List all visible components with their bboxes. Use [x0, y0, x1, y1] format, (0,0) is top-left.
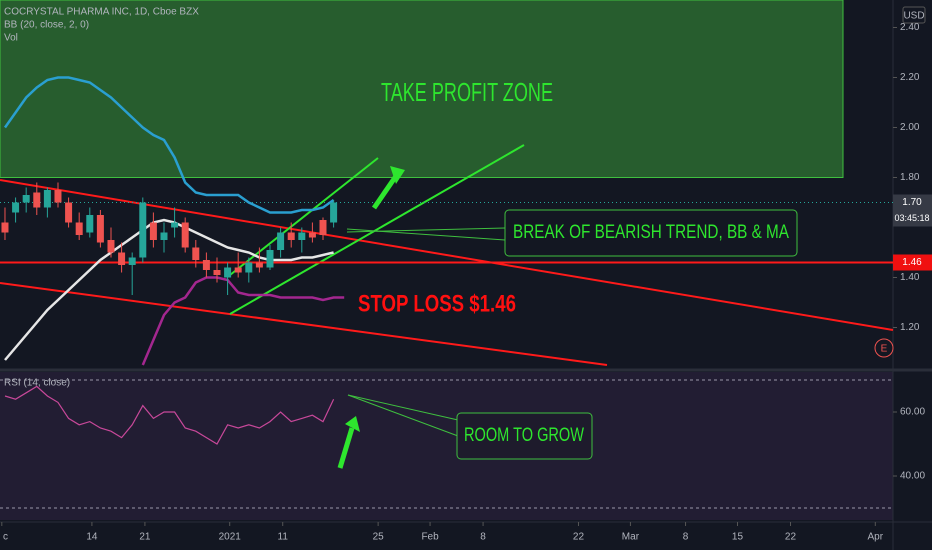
trend-line	[0, 179, 894, 331]
arrow-head	[390, 166, 405, 184]
y-tick-label: 1.80	[900, 172, 920, 183]
candle-body	[181, 222, 189, 248]
callout-box	[456, 412, 593, 460]
x-tick-label: 8	[683, 532, 689, 543]
stop-loss-label: 1.46	[902, 257, 922, 268]
x-tick-label: c	[3, 532, 8, 543]
x-tick-label: 11	[278, 532, 289, 543]
candle-body	[245, 262, 253, 273]
y-tick-label: 2.40	[900, 22, 920, 33]
candle-body	[308, 232, 316, 238]
candle-body	[234, 267, 242, 273]
bollinger-line	[3, 76, 335, 214]
candle-body	[118, 252, 126, 265]
annotation: ROOM TO GROW	[464, 425, 584, 446]
candle-body	[160, 232, 168, 240]
y-tick-label: 2.00	[900, 122, 920, 133]
legend-indicator: BB (20, close, 2, 0)	[4, 20, 89, 31]
candle-body	[330, 202, 338, 223]
candle-body	[139, 202, 147, 258]
currency-box	[902, 6, 926, 24]
callout-line	[346, 227, 506, 233]
candle-body	[43, 190, 51, 208]
marks	[1, 76, 345, 445]
countdown-box	[893, 210, 932, 227]
x-tick-label: 22	[573, 532, 585, 543]
candle-body	[277, 232, 285, 250]
trend-line	[0, 282, 608, 366]
stop-loss-label-box	[893, 254, 932, 271]
x-tick-label: 21	[139, 532, 151, 543]
candle-body	[54, 190, 62, 203]
annotation: TAKE PROFIT ZONE	[381, 77, 553, 107]
current-price-label: 1.70	[902, 197, 922, 208]
current-price-label-box	[893, 194, 932, 211]
y-tick-label: 1.20	[900, 322, 920, 333]
candle-body	[22, 195, 30, 203]
bollinger-line	[4, 218, 334, 361]
callout-line	[347, 394, 459, 421]
candle-body	[12, 202, 20, 213]
candle-body	[33, 192, 41, 208]
candle-body	[1, 222, 9, 233]
trend-line	[229, 144, 525, 315]
annotation: BREAK OF BEARISH TREND, BB & MA	[513, 222, 789, 243]
earnings-label: E	[881, 344, 888, 355]
currency: USD	[903, 11, 924, 22]
callout-line	[347, 394, 459, 437]
rsi-pane	[0, 372, 893, 520]
take-profit-zone	[0, 0, 844, 178]
legend-title: COCRYSTAL PHARMA INC, 1D, Cboe BZX	[4, 7, 199, 18]
candle-body	[255, 262, 263, 268]
y-tick-label: 60.00	[900, 407, 925, 418]
x-tick-label: 25	[373, 532, 385, 543]
callout-line	[346, 228, 506, 241]
countdown: 03:45:18	[894, 213, 929, 223]
candle-body	[266, 250, 274, 268]
candle-body	[128, 257, 136, 265]
x-tick-label: 14	[86, 532, 98, 543]
candle-body	[298, 232, 306, 240]
x-tick-label: 22	[785, 532, 797, 543]
arrow	[371, 174, 399, 210]
drawings	[0, 0, 894, 509]
x-tick-label: 8	[480, 532, 486, 543]
x-tick-label: 2021	[219, 532, 242, 543]
rsi-line	[4, 385, 335, 445]
legend-indicator: Vol	[4, 33, 18, 44]
arrow-head	[345, 416, 360, 432]
bollinger-line	[141, 276, 345, 366]
overlays: BREAK OF BEARISH TREND, BB & MA ROOM TO …	[1, 6, 932, 543]
candle-body	[192, 247, 200, 260]
y-tick-label: 2.20	[900, 72, 920, 83]
x-tick-label: Feb	[421, 532, 439, 543]
candle-body	[96, 215, 104, 243]
candle-body	[75, 222, 83, 235]
callout-box	[504, 209, 798, 257]
y-tick-label: 1.40	[900, 272, 920, 283]
candle-body	[224, 267, 232, 278]
candle-body	[319, 220, 327, 235]
arrow	[337, 427, 355, 469]
x-tick-label: Apr	[868, 532, 884, 543]
candle-body	[202, 260, 210, 270]
x-tick-label: Mar	[622, 532, 640, 543]
candle-body	[86, 215, 94, 233]
candle-body	[149, 222, 157, 240]
earnings-marker	[874, 338, 894, 358]
annotation: STOP LOSS $1.46	[358, 290, 516, 317]
candle-body	[65, 202, 73, 223]
candle-body	[107, 240, 115, 253]
candle-body	[171, 222, 179, 228]
candle-body	[213, 270, 221, 275]
x-tick-label: 15	[732, 532, 744, 543]
y-tick-label: 40.00	[900, 471, 925, 482]
legend-indicator: RSI (14, close)	[4, 378, 70, 389]
candle-body	[287, 232, 295, 240]
